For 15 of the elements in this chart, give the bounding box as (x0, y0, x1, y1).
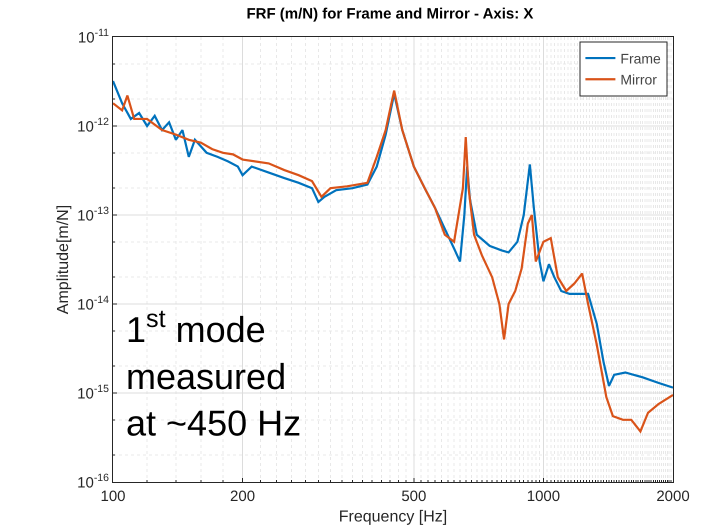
legend-label: Frame (620, 50, 662, 67)
y-tick-label: 10$^{-15}$ (77, 382, 110, 402)
x-axis-title: Frequency [Hz] (338, 508, 448, 526)
x-tick-label: 200 (230, 488, 256, 505)
y-tick-label: 10$^{-11}$ (78, 26, 110, 46)
x-tick-label: 2000 (656, 488, 690, 505)
annotation: 1$^{st}$ mode measured at ~450 Hz (126, 305, 302, 444)
x-tick-label: 1000 (526, 488, 560, 505)
y-tick-label: 10$^{-14}$ (77, 294, 110, 314)
y-tick-label: 10$^{-13}$ (77, 204, 110, 224)
y-tick-label: 10$^{-12}$ (77, 116, 110, 136)
y-axis-title: Amplitude[m/N] (55, 204, 72, 314)
legend-label: Mirror (620, 72, 658, 88)
x-tick-label: 500 (401, 488, 426, 505)
chart-title: FRF (m/N) for Frame and Mirror - Axis: X (246, 5, 534, 22)
